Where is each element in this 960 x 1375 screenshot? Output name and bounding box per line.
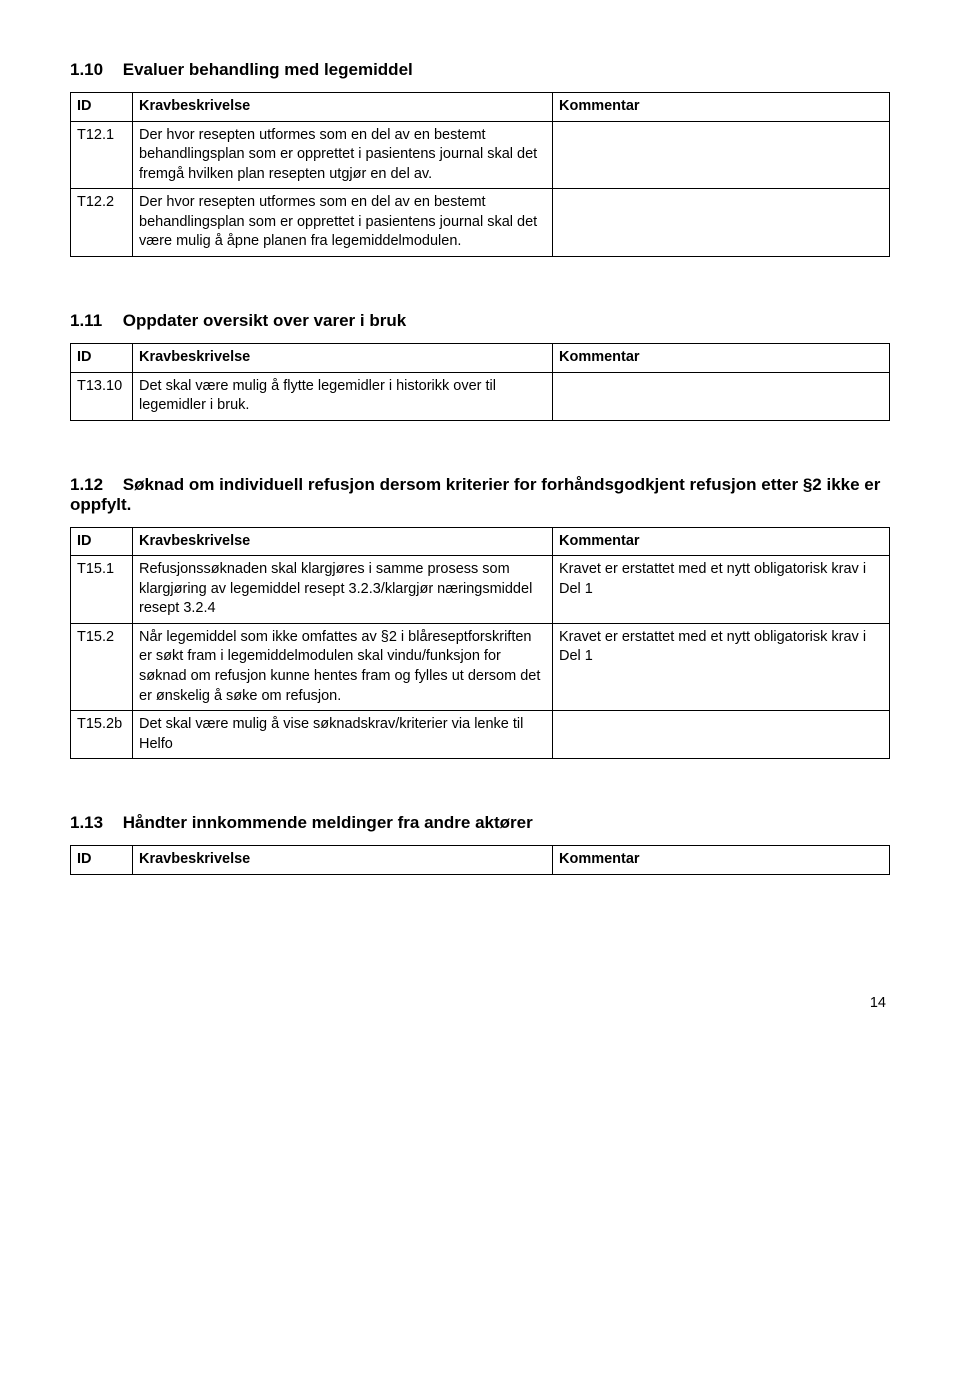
col-desc: Kravbeskrivelse bbox=[133, 527, 553, 556]
table-110: ID Kravbeskrivelse Kommentar T12.1 Der h… bbox=[70, 92, 890, 257]
cell-desc: Der hvor resepten utformes som en del av… bbox=[133, 189, 553, 257]
table-row: T15.1 Refusjonssøknaden skal klargjøres … bbox=[71, 556, 890, 624]
table-row: T12.1 Der hvor resepten utformes som en … bbox=[71, 121, 890, 189]
section-heading-110: 1.10 Evaluer behandling med legemiddel bbox=[70, 60, 890, 80]
col-desc: Kravbeskrivelse bbox=[133, 93, 553, 122]
page-number: 14 bbox=[70, 995, 890, 1011]
cell-id: T15.2 bbox=[71, 623, 133, 710]
cell-id: T13.10 bbox=[71, 372, 133, 420]
cell-comm: Kravet er erstattet med et nytt obligato… bbox=[553, 623, 890, 710]
cell-id: T12.1 bbox=[71, 121, 133, 189]
section-heading-111: 1.11 Oppdater oversikt over varer i bruk bbox=[70, 311, 890, 331]
section-number: 1.11 bbox=[70, 311, 118, 331]
table-header-row: ID Kravbeskrivelse Kommentar bbox=[71, 527, 890, 556]
cell-comm bbox=[553, 121, 890, 189]
col-id: ID bbox=[71, 846, 133, 875]
table-row: T13.10 Det skal være mulig å flytte lege… bbox=[71, 372, 890, 420]
col-id: ID bbox=[71, 527, 133, 556]
section-number: 1.13 bbox=[70, 813, 118, 833]
cell-id: T15.1 bbox=[71, 556, 133, 624]
table-header-row: ID Kravbeskrivelse Kommentar bbox=[71, 846, 890, 875]
section-title: Evaluer behandling med legemiddel bbox=[123, 60, 413, 79]
section-number: 1.10 bbox=[70, 60, 118, 80]
cell-comm: Kravet er erstattet med et nytt obligato… bbox=[553, 556, 890, 624]
table-header-row: ID Kravbeskrivelse Kommentar bbox=[71, 93, 890, 122]
col-comm: Kommentar bbox=[553, 527, 890, 556]
col-id: ID bbox=[71, 343, 133, 372]
section-number: 1.12 bbox=[70, 475, 118, 495]
table-111: ID Kravbeskrivelse Kommentar T13.10 Det … bbox=[70, 343, 890, 421]
cell-id: T12.2 bbox=[71, 189, 133, 257]
table-header-row: ID Kravbeskrivelse Kommentar bbox=[71, 343, 890, 372]
col-comm: Kommentar bbox=[553, 846, 890, 875]
section-heading-113: 1.13 Håndter innkommende meldinger fra a… bbox=[70, 813, 890, 833]
cell-id: T15.2b bbox=[71, 711, 133, 759]
cell-comm bbox=[553, 189, 890, 257]
section-title: Håndter innkommende meldinger fra andre … bbox=[123, 813, 533, 832]
cell-desc: Når legemiddel som ikke omfattes av §2 i… bbox=[133, 623, 553, 710]
table-112: ID Kravbeskrivelse Kommentar T15.1 Refus… bbox=[70, 527, 890, 760]
col-id: ID bbox=[71, 93, 133, 122]
cell-desc: Refusjonssøknaden skal klargjøres i samm… bbox=[133, 556, 553, 624]
table-row: T15.2b Det skal være mulig å vise søknad… bbox=[71, 711, 890, 759]
col-comm: Kommentar bbox=[553, 343, 890, 372]
section-heading-112: 1.12 Søknad om individuell refusjon ders… bbox=[70, 475, 890, 515]
cell-comm bbox=[553, 372, 890, 420]
table-row: T12.2 Der hvor resepten utformes som en … bbox=[71, 189, 890, 257]
section-title: Oppdater oversikt over varer i bruk bbox=[123, 311, 406, 330]
section-title: Søknad om individuell refusjon dersom kr… bbox=[70, 475, 880, 514]
cell-desc: Det skal være mulig å flytte legemidler … bbox=[133, 372, 553, 420]
table-row: T15.2 Når legemiddel som ikke omfattes a… bbox=[71, 623, 890, 710]
col-comm: Kommentar bbox=[553, 93, 890, 122]
cell-desc: Det skal være mulig å vise søknadskrav/k… bbox=[133, 711, 553, 759]
col-desc: Kravbeskrivelse bbox=[133, 846, 553, 875]
cell-desc: Der hvor resepten utformes som en del av… bbox=[133, 121, 553, 189]
cell-comm bbox=[553, 711, 890, 759]
col-desc: Kravbeskrivelse bbox=[133, 343, 553, 372]
table-113: ID Kravbeskrivelse Kommentar bbox=[70, 845, 890, 875]
